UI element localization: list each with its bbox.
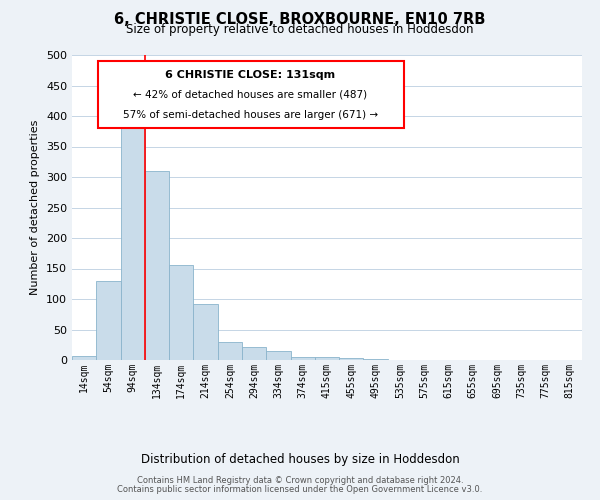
Bar — [121, 113, 145, 360]
Bar — [339, 358, 364, 360]
Bar — [290, 357, 315, 360]
Text: Contains HM Land Registry data © Crown copyright and database right 2024.: Contains HM Land Registry data © Crown c… — [137, 476, 463, 485]
Bar — [169, 266, 193, 360]
Text: ← 42% of detached houses are smaller (487): ← 42% of detached houses are smaller (48… — [133, 90, 368, 100]
Bar — [96, 280, 121, 360]
Text: 6 CHRISTIE CLOSE: 131sqm: 6 CHRISTIE CLOSE: 131sqm — [166, 70, 335, 80]
Bar — [193, 304, 218, 360]
Bar — [242, 346, 266, 360]
Bar — [72, 356, 96, 360]
Bar — [266, 352, 290, 360]
Bar — [145, 171, 169, 360]
Bar — [315, 357, 339, 360]
Text: Distribution of detached houses by size in Hoddesdon: Distribution of detached houses by size … — [140, 452, 460, 466]
Y-axis label: Number of detached properties: Number of detached properties — [31, 120, 40, 295]
Text: 6, CHRISTIE CLOSE, BROXBOURNE, EN10 7RB: 6, CHRISTIE CLOSE, BROXBOURNE, EN10 7RB — [115, 12, 485, 28]
Text: Size of property relative to detached houses in Hoddesdon: Size of property relative to detached ho… — [126, 22, 474, 36]
FancyBboxPatch shape — [97, 61, 404, 128]
Text: 57% of semi-detached houses are larger (671) →: 57% of semi-detached houses are larger (… — [123, 110, 378, 120]
Bar — [218, 342, 242, 360]
Text: Contains public sector information licensed under the Open Government Licence v3: Contains public sector information licen… — [118, 485, 482, 494]
